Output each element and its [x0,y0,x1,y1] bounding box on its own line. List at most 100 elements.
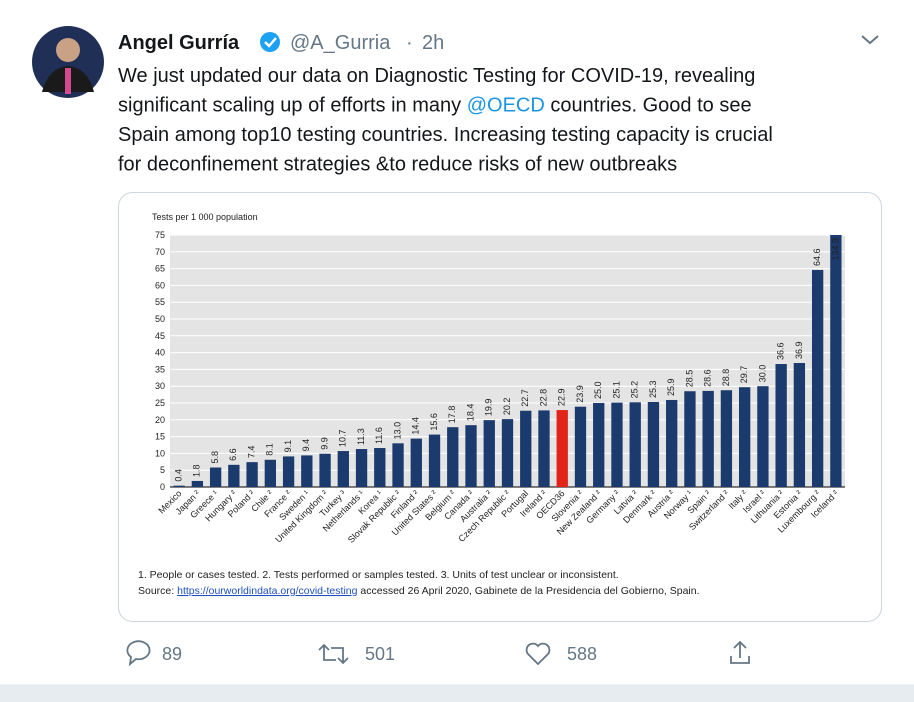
bar [811,269,824,487]
bar [757,386,769,487]
y-tick-label: 60 [155,280,165,290]
y-tick-label: 0 [160,482,165,492]
value-label: 25.2 [630,381,640,399]
value-label: 23.9 [575,385,585,403]
value-label: 0.4 [173,469,183,482]
y-tick-label: 70 [155,247,165,257]
bar [520,410,532,487]
bar [793,363,806,487]
menu-caret[interactable] [861,35,879,45]
separator: · [406,32,413,54]
y-tick-label: 30 [155,381,165,391]
y-tick-label: 50 [155,314,165,324]
value-label: 25.0 [593,381,603,399]
footnotes: 1. People or cases tested. 2. Tests perf… [138,569,619,581]
value-label: 25.9 [666,378,676,396]
source-suffix: accessed 26 April 2020, Gabinete de la P… [357,585,699,597]
avatar[interactable] [32,26,104,98]
tweet-line: significant scaling up of efforts in man… [118,95,752,117]
bar [191,480,204,487]
y-tick-label: 45 [155,331,165,341]
bar [501,419,514,487]
bars [173,235,842,487]
value-label: 134.9 [830,238,840,261]
source-link[interactable]: https://ourworldindata.org/covid-testing [177,585,358,597]
y-tick-label: 55 [155,297,165,307]
bar [392,443,404,487]
value-label: 1.8 [192,464,202,477]
bar [173,485,185,487]
y-tick-label: 15 [155,432,165,442]
reply-count: 89 [162,644,182,664]
handle[interactable]: @A_Gurria [290,32,391,54]
text-span: We just updated our data on Diagnostic T… [118,65,755,87]
value-label: 64.6 [812,248,822,266]
author-name[interactable]: Angel Gurría [118,32,240,54]
bar [374,448,386,487]
bar [830,235,842,487]
bar [264,459,276,487]
value-label: 20.2 [502,398,512,416]
value-label: 11.3 [356,428,366,445]
y-tick-label: 75 [155,230,165,240]
reply-button[interactable] [126,640,151,667]
value-label: 30.0 [757,365,767,383]
tweet-line: Spain among top10 testing countries. Inc… [118,124,773,146]
bar [739,387,751,487]
timestamp[interactable]: 2h [422,32,444,54]
share-button[interactable] [730,640,750,664]
bar [538,410,550,487]
value-label: 9.9 [319,437,329,450]
value-label: 28.6 [703,369,713,387]
value-label: 8.1 [265,443,275,456]
bar [556,410,568,487]
y-tick-label: 35 [155,364,165,374]
y-tick-label: 10 [155,448,165,458]
value-label: 13.0 [392,422,402,440]
value-label: 22.7 [520,389,530,407]
value-label: 10.7 [338,430,348,448]
separator-band [0,685,914,702]
source: Source: https://ourworldindata.org/covid… [138,585,700,597]
y-tick-label: 40 [155,348,165,358]
bar [647,401,660,487]
source-prefix: Source: [138,585,177,597]
mention-link[interactable]: @OECD [467,95,545,117]
like-button[interactable] [525,642,551,666]
value-label: 17.8 [447,406,457,424]
bar [246,462,258,487]
bar [702,390,714,487]
bar [282,456,295,487]
value-label: 9.4 [301,439,311,452]
retweet-count: 501 [365,644,395,664]
value-label: 9.1 [283,440,293,453]
value-label: 11.6 [374,427,384,444]
text-span: Spain among top10 testing countries. Inc… [118,124,773,146]
bar [666,399,678,487]
bar [611,402,623,487]
text-span: significant scaling up of efforts in man… [118,95,467,117]
value-label: 5.8 [210,451,220,464]
value-label: 36.9 [794,341,804,359]
bar [355,449,368,487]
y-axis-label: Tests per 1 000 population [152,212,258,222]
value-label: 28.5 [684,370,694,388]
verified-badge [260,32,280,52]
bar [447,427,459,487]
value-label: 28.8 [721,369,731,387]
text-span: countries. Good to see [545,95,752,117]
bar [428,434,441,487]
value-label: 14.4 [411,417,421,435]
value-label: 7.4 [246,446,256,459]
bar [684,391,696,487]
bar [337,451,349,487]
value-label: 29.7 [739,366,749,384]
retweet-button[interactable] [318,643,349,665]
text-span: for deconfinement strategies &to reduce … [118,154,677,176]
value-label: 6.6 [228,448,238,461]
y-tick-label: 65 [155,264,165,274]
bar [465,425,477,487]
y-tick-label: 25 [155,398,165,408]
like-count: 588 [567,644,597,664]
value-label: 25.1 [611,381,621,399]
